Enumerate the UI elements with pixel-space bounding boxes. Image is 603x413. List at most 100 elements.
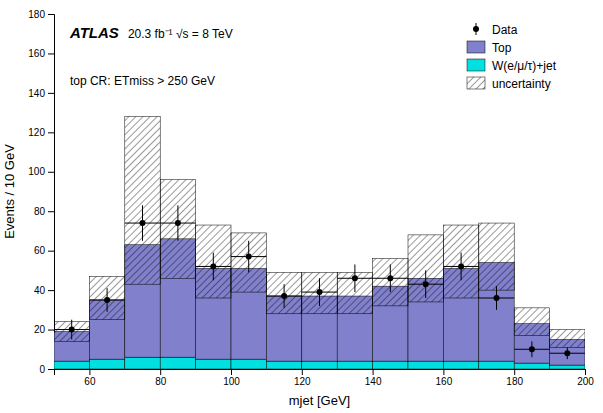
y-tick: 180 bbox=[28, 9, 54, 20]
x-tick-label: 160 bbox=[436, 376, 453, 387]
x-tick-label: 180 bbox=[506, 376, 523, 387]
bar bbox=[443, 361, 478, 369]
y-tick: 80 bbox=[34, 206, 54, 217]
chart: 6080100120140160180200020406080100120140… bbox=[0, 0, 603, 413]
y-tick-mark bbox=[48, 93, 54, 94]
y-axis-title: Events / 10 GeV bbox=[2, 144, 17, 239]
x-tick-mark bbox=[231, 369, 232, 375]
y-tick: 0 bbox=[39, 364, 54, 375]
x-tick: 140 bbox=[365, 369, 382, 387]
uncertainty-box bbox=[373, 259, 408, 306]
uncertainty-box bbox=[266, 272, 301, 313]
bar bbox=[408, 361, 443, 369]
bar bbox=[231, 359, 266, 369]
x-tick: 200 bbox=[577, 369, 594, 387]
x-tick: 120 bbox=[294, 369, 311, 387]
y-tick-label: 120 bbox=[28, 127, 45, 138]
data-point bbox=[140, 220, 146, 226]
annotation: 20.3 fb⁻¹ √s = 8 TeV bbox=[128, 27, 233, 41]
legend-swatch bbox=[467, 59, 485, 71]
x-tick-label: 120 bbox=[294, 376, 311, 387]
x-tick-label: 60 bbox=[84, 376, 96, 387]
y-tick-mark bbox=[48, 172, 54, 173]
annotations: ATLAS 20.3 fb⁻¹ √s = 8 TeV top CR: ETmiss … bbox=[69, 24, 233, 89]
x-tick-mark bbox=[302, 369, 303, 375]
y-tick-label: 160 bbox=[28, 48, 45, 59]
data-point bbox=[352, 275, 358, 281]
y-tick-label: 0 bbox=[39, 364, 45, 375]
bar bbox=[160, 357, 195, 369]
x-tick-label: 80 bbox=[155, 376, 167, 387]
x-tick-label: 100 bbox=[223, 376, 240, 387]
uncertainty-box bbox=[337, 272, 372, 313]
x-tick-label: 140 bbox=[365, 376, 382, 387]
uncertainty-box bbox=[160, 180, 195, 279]
legend-swatch bbox=[467, 77, 485, 89]
legend-swatch bbox=[467, 41, 485, 53]
bar bbox=[196, 359, 231, 369]
y-tick: 100 bbox=[28, 166, 54, 177]
data-point bbox=[529, 346, 535, 352]
y-tick-mark bbox=[48, 53, 54, 54]
y-tick-mark bbox=[48, 290, 54, 291]
uncertainty-box bbox=[514, 308, 549, 336]
y-tick: 120 bbox=[28, 127, 54, 138]
bar bbox=[302, 361, 337, 369]
uncertainty-band bbox=[54, 117, 585, 348]
x-tick: 80 bbox=[155, 369, 167, 387]
bar bbox=[550, 365, 585, 369]
data-point bbox=[69, 327, 75, 333]
x-tick-mark bbox=[443, 369, 444, 375]
y-tick: 160 bbox=[28, 48, 54, 59]
y-tick-label: 180 bbox=[28, 9, 45, 20]
data-point bbox=[175, 220, 181, 226]
data-point bbox=[423, 281, 429, 287]
plot: 6080100120140160180200020406080100120140… bbox=[28, 9, 594, 387]
y-tick: 140 bbox=[28, 88, 54, 99]
y-tick-mark bbox=[48, 14, 54, 15]
uncertainty-box bbox=[231, 233, 266, 292]
legend-label: Top bbox=[492, 41, 512, 55]
bar bbox=[337, 361, 372, 369]
x-axis-title: mjet [GeV] bbox=[289, 393, 350, 408]
legend: DataTopW(e/μ/τ)+jetuncertainty bbox=[467, 23, 557, 91]
uncertainty-box bbox=[550, 330, 585, 348]
y-tick-mark bbox=[48, 251, 54, 252]
y-tick-label: 140 bbox=[28, 88, 45, 99]
annotation: ATLAS bbox=[69, 24, 119, 41]
y-tick-mark bbox=[48, 132, 54, 133]
bar bbox=[125, 357, 160, 369]
bar bbox=[266, 361, 301, 369]
x-tick-mark bbox=[160, 369, 161, 375]
x-tick-mark bbox=[89, 369, 90, 375]
y-tick: 40 bbox=[34, 285, 54, 296]
bar bbox=[514, 363, 549, 369]
y-tick-mark bbox=[48, 211, 54, 212]
y-tick: 60 bbox=[34, 245, 54, 256]
legend-symbol bbox=[473, 26, 479, 32]
y-tick-label: 80 bbox=[34, 206, 46, 217]
uncertainty-box bbox=[408, 235, 443, 302]
y-tick-mark bbox=[48, 369, 54, 370]
data-point bbox=[210, 263, 216, 269]
x-tick: 60 bbox=[84, 369, 96, 387]
legend-label: uncertainty bbox=[492, 77, 551, 91]
x-tick-label: 200 bbox=[577, 376, 594, 387]
legend-item: uncertainty bbox=[467, 77, 551, 91]
data-point bbox=[317, 289, 323, 295]
data-point bbox=[494, 295, 500, 301]
x-tick: 160 bbox=[436, 369, 453, 387]
annotation: top CR: ETmiss > 250 GeV bbox=[70, 74, 215, 88]
bar bbox=[479, 361, 514, 369]
legend-item: Data bbox=[473, 23, 518, 37]
bar bbox=[89, 359, 124, 369]
data-point bbox=[387, 275, 393, 281]
data-point bbox=[104, 297, 110, 303]
x-tick-mark bbox=[514, 369, 515, 375]
legend-item: Top bbox=[467, 41, 512, 55]
y-tick-label: 100 bbox=[28, 166, 45, 177]
uncertainty-box bbox=[302, 272, 337, 313]
uncertainty-box bbox=[125, 117, 160, 285]
legend-label: Data bbox=[492, 23, 518, 37]
marks bbox=[54, 117, 585, 369]
